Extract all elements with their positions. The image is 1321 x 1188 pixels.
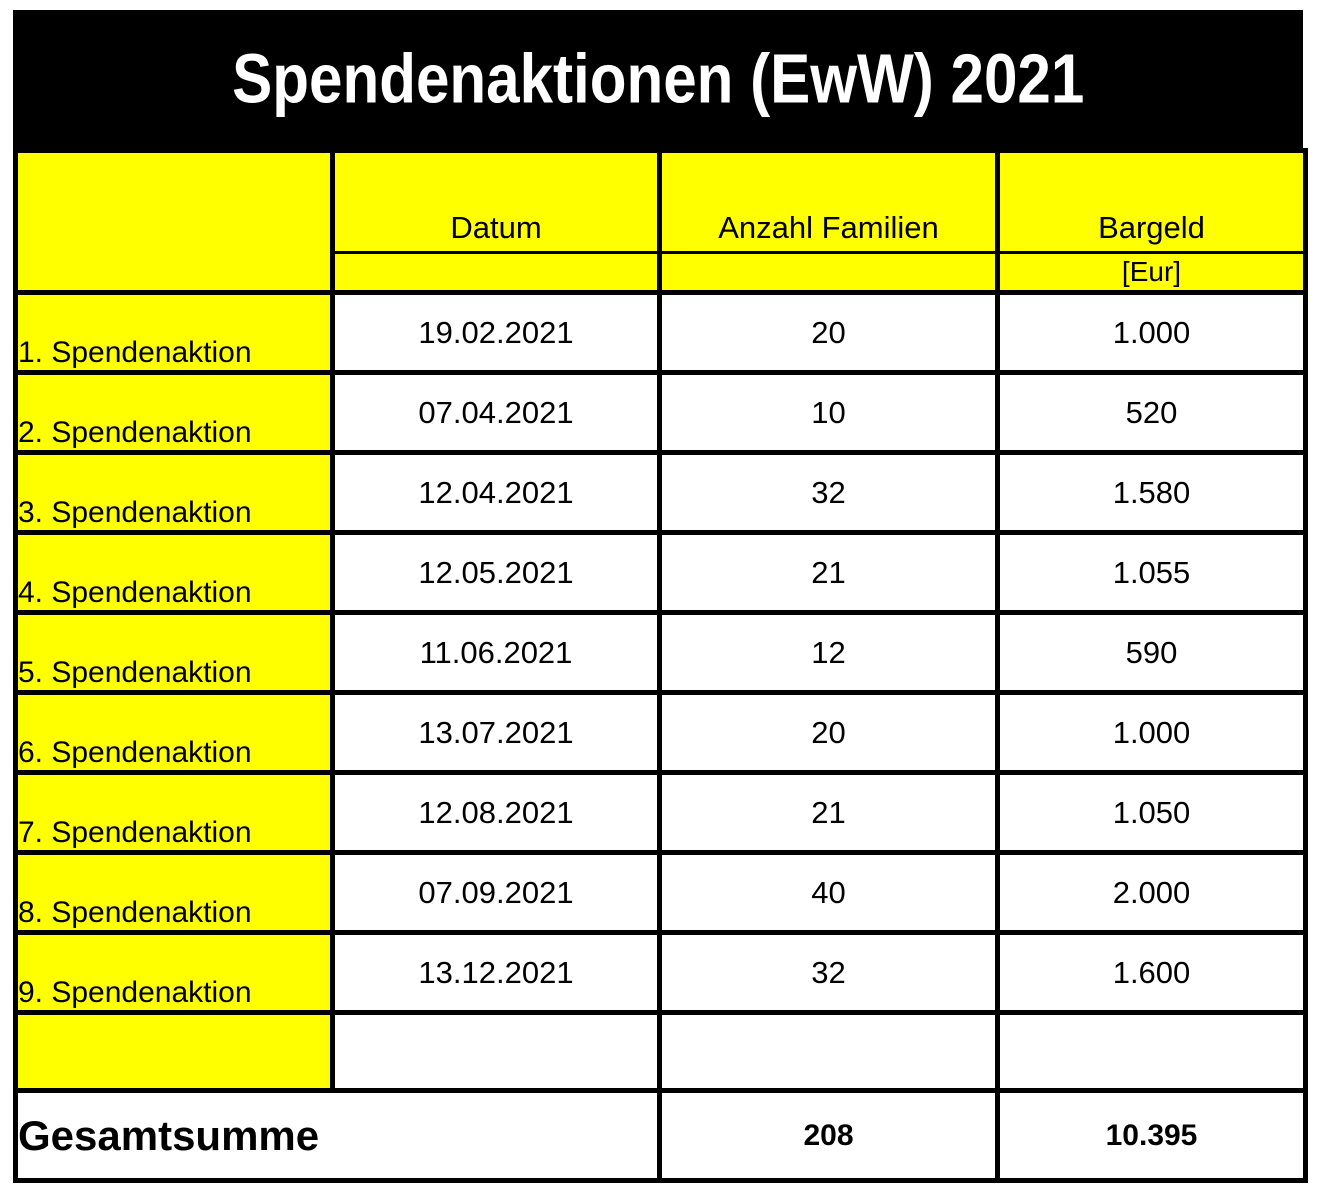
- spacer-row: [13, 1010, 1308, 1093]
- spacer-cell: [330, 1010, 662, 1093]
- total-bargeld: 10.395: [995, 1088, 1308, 1183]
- total-row: Gesamtsumme 208 10.395: [13, 1088, 1308, 1183]
- total-label: Gesamtsumme: [13, 1088, 662, 1183]
- spacer-label-cell: [13, 1010, 335, 1093]
- table-row: 7. Spendenaktion 12.08.2021 21 1.050: [13, 770, 1308, 855]
- datum-cell: 07.04.2021: [330, 370, 662, 455]
- header-cell-familien: Anzahl Familien: [657, 148, 1000, 254]
- bargeld-cell: 1.000: [995, 290, 1308, 375]
- familien-cell: 32: [657, 930, 1000, 1015]
- bargeld-cell: 1.600: [995, 930, 1308, 1015]
- familien-cell: 12: [657, 610, 1000, 695]
- familien-cell: 40: [657, 850, 1000, 935]
- familien-cell: 32: [657, 450, 1000, 535]
- datum-cell: 13.07.2021: [330, 690, 662, 775]
- datum-cell: 12.05.2021: [330, 530, 662, 615]
- datum-cell: 11.06.2021: [330, 610, 662, 695]
- row-label: 4. Spendenaktion: [13, 530, 335, 615]
- table-row: 8. Spendenaktion 07.09.2021 40 2.000: [13, 850, 1308, 935]
- table-row: 5. Spendenaktion 11.06.2021 12 590: [13, 610, 1308, 695]
- datum-cell: 19.02.2021: [330, 290, 662, 375]
- unit-row: [Eur]: [16, 251, 1308, 295]
- familien-cell: 20: [657, 290, 1000, 375]
- table-row: 1. Spendenaktion 19.02.2021 20 1.000: [13, 290, 1308, 375]
- bargeld-cell: 1.000: [995, 690, 1308, 775]
- unit-cell-familien: [657, 251, 1000, 295]
- total-familien: 208: [657, 1088, 1000, 1183]
- bargeld-cell: 1.055: [995, 530, 1308, 615]
- datum-cell: 12.04.2021: [330, 450, 662, 535]
- unit-cell-datum: [330, 251, 662, 295]
- row-label: 7. Spendenaktion: [13, 770, 335, 855]
- bargeld-cell: 2.000: [995, 850, 1308, 935]
- bargeld-cell: 590: [995, 610, 1308, 695]
- unit-cell-bargeld: [Eur]: [995, 251, 1308, 295]
- table-row: 6. Spendenaktion 13.07.2021 20 1.000: [13, 690, 1308, 775]
- bargeld-cell: 1.580: [995, 450, 1308, 535]
- header-cell-bargeld: Bargeld: [995, 148, 1308, 254]
- datum-cell: 13.12.2021: [330, 930, 662, 1015]
- familien-cell: 10: [657, 370, 1000, 455]
- bargeld-cell: 1.050: [995, 770, 1308, 855]
- row-label: 1. Spendenaktion: [13, 290, 335, 375]
- familien-cell: 21: [657, 530, 1000, 615]
- familien-cell: 21: [657, 770, 1000, 855]
- title-banner: Spendenaktionen (EwW) 2021: [13, 10, 1303, 148]
- header-cell-datum: Datum: [330, 148, 662, 254]
- bargeld-cell: 520: [995, 370, 1308, 455]
- row-label: 2. Spendenaktion: [13, 370, 335, 455]
- spacer-cell: [995, 1010, 1308, 1093]
- table-row: 2. Spendenaktion 07.04.2021 10 520: [13, 370, 1308, 455]
- datum-cell: 07.09.2021: [330, 850, 662, 935]
- familien-cell: 20: [657, 690, 1000, 775]
- page-title: Spendenaktionen (EwW) 2021: [231, 40, 1085, 118]
- row-label: 8. Spendenaktion: [13, 850, 335, 935]
- row-label: 5. Spendenaktion: [13, 610, 335, 695]
- table-row: 4. Spendenaktion 12.05.2021 21 1.055: [13, 530, 1308, 615]
- table-row: 3. Spendenaktion 12.04.2021 32 1.580: [13, 450, 1308, 535]
- header-row: Datum Anzahl Familien Bargeld: [13, 148, 1308, 295]
- datum-cell: 12.08.2021: [330, 770, 662, 855]
- spacer-cell: [657, 1010, 1000, 1093]
- row-label: 3. Spendenaktion: [13, 450, 335, 535]
- donations-table: Datum Anzahl Familien Bargeld [Eur] 1. S…: [13, 148, 1308, 1183]
- row-label: 6. Spendenaktion: [13, 690, 335, 775]
- table-row: 9. Spendenaktion 13.12.2021 32 1.600: [13, 930, 1308, 1015]
- header-cell-empty: [13, 148, 335, 295]
- row-label: 9. Spendenaktion: [13, 930, 335, 1015]
